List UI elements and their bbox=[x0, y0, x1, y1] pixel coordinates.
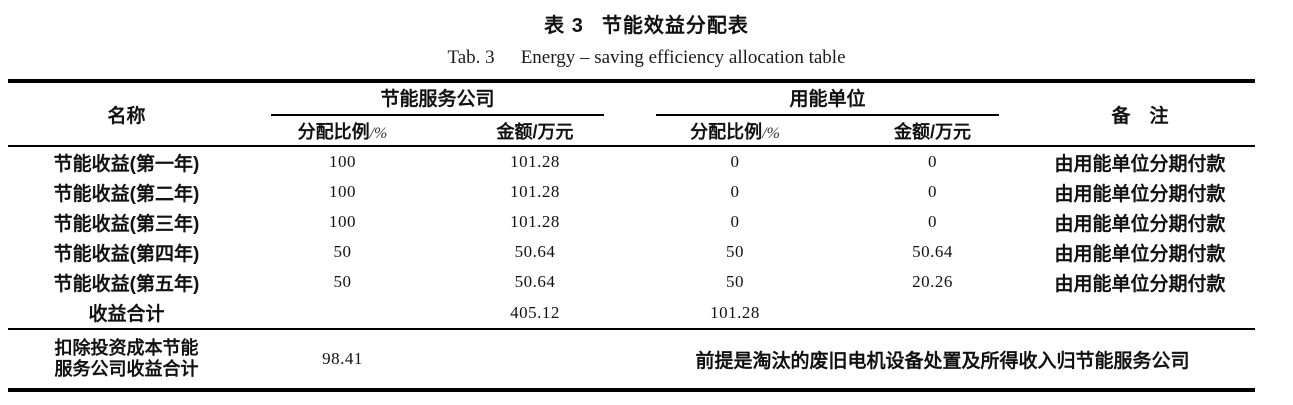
table-caption-zh: 表 3 节能效益分配表 bbox=[0, 0, 1293, 38]
table-row-year2: 节能收益(第二年) 100 101.28 0 0 由用能单位分期付款 bbox=[8, 177, 1255, 207]
cell-name: 节能收益(第三年) bbox=[53, 213, 200, 235]
group-header-row: 名称 节能服务公司 用能单位 备 注 bbox=[8, 81, 1256, 147]
column-group-company-label: 节能服务公司 bbox=[271, 84, 605, 116]
table-row-year5: 节能收益(第五年) 50 50.64 50 20.26 由用能单位分期付款 bbox=[8, 267, 1255, 297]
table-caption-en: Tab. 3 Energy – saving efficiency allocat… bbox=[0, 47, 1293, 69]
column-header-user-amount: 金额/万元 bbox=[840, 116, 1026, 147]
column-header-company-amount: 金额/万元 bbox=[440, 116, 631, 147]
column-group-company: 节能服务公司 bbox=[245, 81, 630, 116]
column-header-user-ratio: 分配比例/% bbox=[630, 116, 841, 147]
sub-header-row: 分配比例/% 金额/万元 分配比例/% 金额/万元 bbox=[8, 116, 1255, 147]
cell-company-amount: 101.28 bbox=[510, 212, 560, 231]
cell-user-ratio: 0 bbox=[730, 152, 740, 171]
column-header-name: 名称 bbox=[8, 81, 245, 147]
cell-company-amount: 101.28 bbox=[510, 182, 560, 201]
cell-user-ratio: 0 bbox=[730, 212, 740, 231]
cell-name: 收益合计 bbox=[88, 304, 165, 325]
cell-company-ratio bbox=[245, 297, 440, 329]
cell-company-amount: 50.64 bbox=[514, 242, 556, 261]
cell-user-amount: 0 bbox=[928, 152, 938, 171]
cell-net-total-name-line2: 服务公司收益合计 bbox=[54, 359, 199, 379]
cell-user-ratio: 50 bbox=[726, 242, 745, 261]
cell-name: 节能收益(第一年) bbox=[53, 153, 200, 175]
cell-company-ratio: 100 bbox=[329, 212, 356, 231]
column-header-company-ratio: 分配比例/% bbox=[245, 116, 440, 147]
cell-net-total-name-line1: 扣除投资成本节能 bbox=[54, 338, 199, 358]
table-header: 名称 节能服务公司 用能单位 备 注 分配比例/% 金额/万元 分配比例/% 金… bbox=[8, 81, 1256, 147]
cell-company-ratio: 50 bbox=[333, 242, 352, 261]
cell-user-amount bbox=[840, 297, 1025, 329]
table-title-zh: 节能效益分配表 bbox=[601, 15, 749, 37]
table-number-zh: 表 3 bbox=[544, 15, 584, 37]
cell-user-amount: 50.64 bbox=[912, 242, 953, 261]
cell-remark: 由用能单位分期付款 bbox=[1054, 243, 1226, 265]
cell-name: 节能收益(第五年) bbox=[53, 273, 200, 295]
column-group-user: 用能单位 bbox=[630, 81, 1025, 116]
cell-empty bbox=[440, 328, 631, 390]
cell-user-ratio: 50 bbox=[726, 272, 745, 291]
column-header-remark: 备 注 bbox=[1025, 81, 1256, 147]
table-title-en: Energy – saving efficiency allocation ta… bbox=[520, 47, 846, 68]
table-row-year4: 节能收益(第四年) 50 50.64 50 50.64 由用能单位分期付款 bbox=[8, 237, 1255, 267]
allocation-table: 名称 节能服务公司 用能单位 备 注 分配比例/% 金额/万元 分配比例/% 金… bbox=[8, 79, 1256, 392]
column-group-user-label: 用能单位 bbox=[656, 84, 1000, 116]
cell-remark: 由用能单位分期付款 bbox=[1054, 213, 1226, 235]
cell-user-ratio: 101.28 bbox=[710, 302, 760, 322]
table-row-total: 收益合计 405.12 101.28 bbox=[8, 297, 1255, 329]
cell-user-amount: 20.26 bbox=[912, 272, 953, 291]
table-row-net-total: 扣除投资成本节能 服务公司收益合计 98.41 前提是淘汰的废旧电机设备处置及所… bbox=[8, 328, 1256, 390]
table-row-year3: 节能收益(第三年) 100 101.28 0 0 由用能单位分期付款 bbox=[8, 207, 1255, 237]
cell-remark: 由用能单位分期付款 bbox=[1054, 183, 1226, 205]
cell-company-ratio: 100 bbox=[329, 152, 356, 171]
cell-company-ratio: 100 bbox=[329, 182, 356, 201]
cell-company-amount: 50.64 bbox=[514, 272, 556, 291]
table-row-year1: 节能收益(第一年) 100 101.28 0 0 由用能单位分期付款 bbox=[8, 146, 1255, 177]
table-number-en: Tab. 3 bbox=[447, 47, 495, 68]
cell-net-total-name: 扣除投资成本节能 服务公司收益合计 bbox=[8, 328, 245, 390]
cell-user-ratio: 0 bbox=[730, 182, 740, 201]
cell-remark bbox=[1025, 297, 1255, 329]
cell-company-amount: 405.12 bbox=[510, 302, 560, 322]
cell-user-amount: 0 bbox=[928, 212, 938, 231]
cell-company-amount: 101.28 bbox=[510, 152, 560, 171]
table-body: 节能收益(第一年) 100 101.28 0 0 由用能单位分期付款 节能收益(… bbox=[8, 146, 1256, 390]
cell-name: 节能收益(第四年) bbox=[53, 243, 200, 265]
cell-net-total-value: 98.41 bbox=[245, 328, 440, 390]
cell-remark: 由用能单位分期付款 bbox=[1054, 273, 1226, 295]
cell-precondition-note: 前提是淘汰的废旧电机设备处置及所得收入归节能服务公司 bbox=[630, 328, 1256, 390]
cell-name: 节能收益(第二年) bbox=[53, 183, 200, 205]
cell-remark: 由用能单位分期付款 bbox=[1054, 153, 1226, 175]
cell-company-ratio: 50 bbox=[333, 272, 352, 291]
cell-user-amount: 0 bbox=[928, 182, 938, 201]
